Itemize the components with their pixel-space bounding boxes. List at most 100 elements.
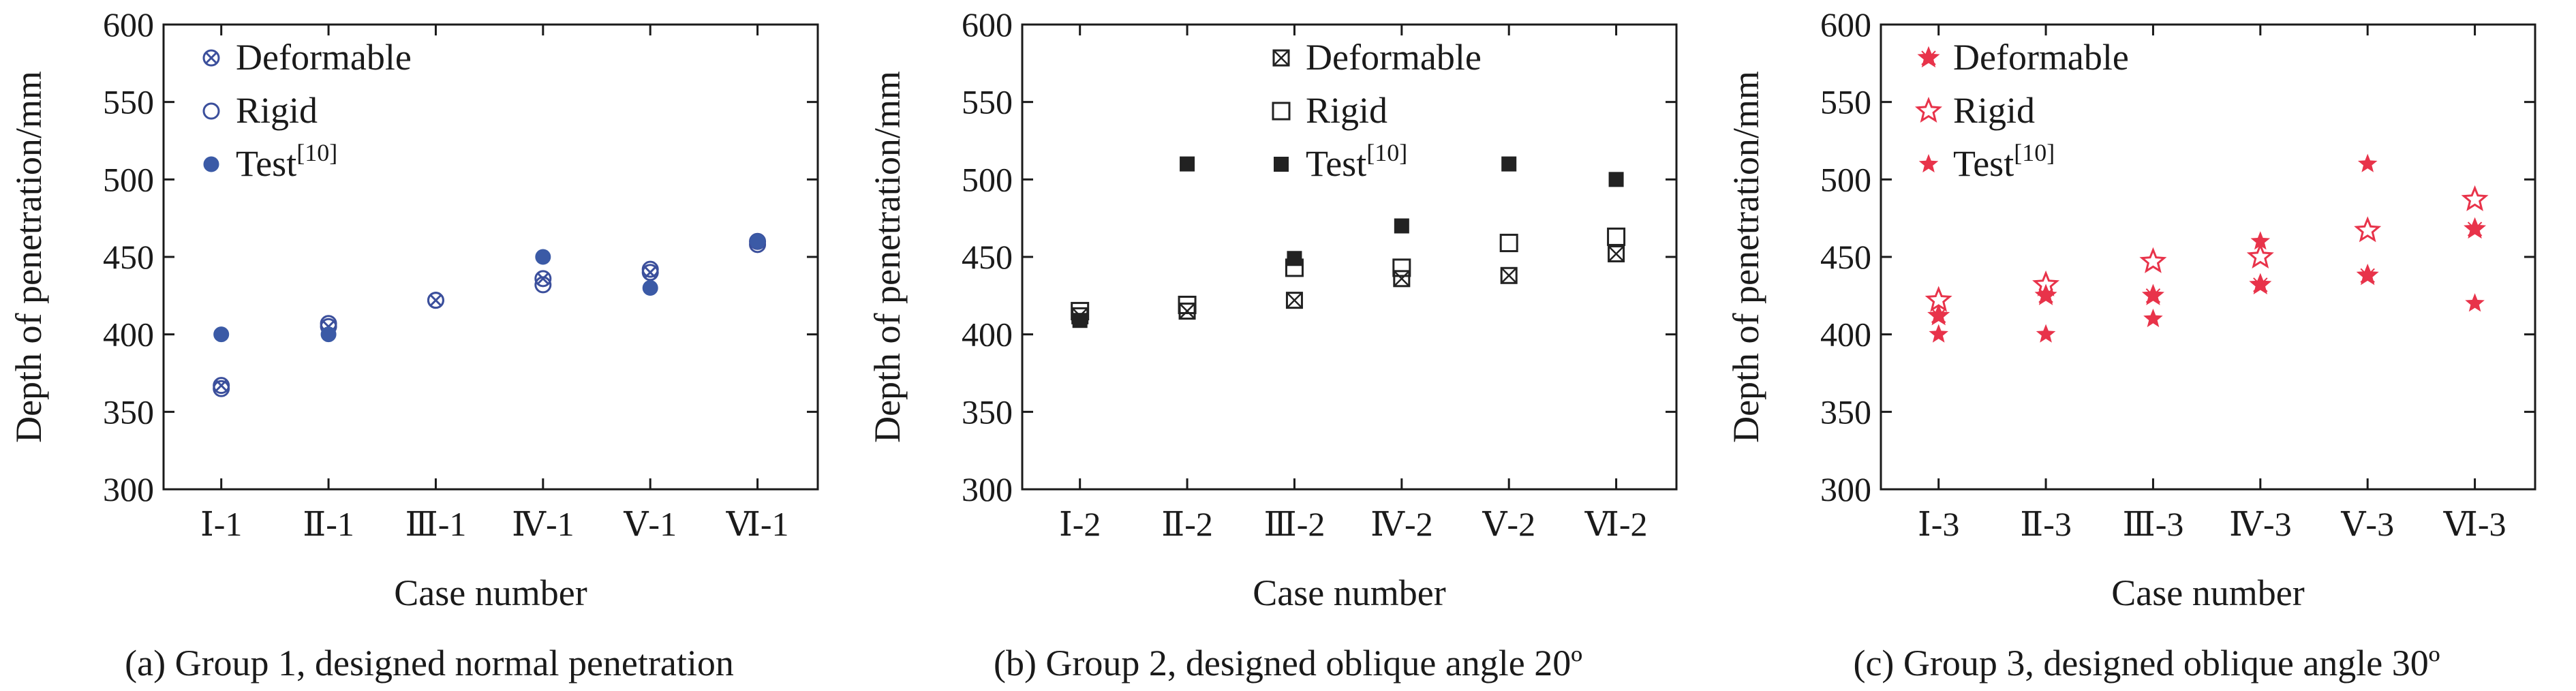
data-point-deformable [1285,292,1303,309]
data-point-deformable [2464,217,2487,239]
y-axis-label: Depth of penetration/mm [1726,71,1766,443]
y-tick-label: 550 [1820,83,1871,121]
data-point-deformable [2356,263,2379,286]
x-tick-label: Ⅵ-2 [1584,505,1648,543]
data-point-test [1501,156,1517,172]
y-tick-label: 350 [1820,393,1871,431]
chart-b-caption: (b) Group 2, designed oblique angle 20º [993,643,1583,684]
y-tick-label: 550 [103,83,154,121]
x-axis-label: Case number [394,572,587,613]
data-point-deformable [1393,270,1411,288]
legend-marker-test [1274,157,1289,172]
y-tick-label: 500 [962,160,1013,198]
legend-marker-rigid [202,102,220,120]
data-point-test [535,249,551,265]
data-point-deformable [1927,304,1950,326]
data-point-rigid [534,276,552,294]
chart-panel-a: 300 350 400 450 500 550 600 Ⅰ-1 Ⅱ-1 Ⅲ-1 Ⅳ-1 Ⅴ-1 Ⅵ-1 C… [0,0,859,691]
data-point-rigid [641,260,659,278]
data-point-rigid [2354,216,2382,243]
chart-panel-c: 300 350 400 450 500 550 600 Ⅰ-3 Ⅱ-3 Ⅲ-3 Ⅳ-3 Ⅴ-3 Ⅵ-3 C… [1717,0,2576,691]
y-tick-label: 550 [962,83,1013,121]
y-tick-label: 300 [1820,470,1871,508]
data-point-rigid [1392,258,1411,277]
legend-label-deformable: Deformable [236,37,412,78]
legend-label-rigid: Rigid [1306,90,1387,131]
legend-label-rigid: Rigid [1953,90,2035,131]
chart-a-svg: 300 350 400 450 500 550 600 Ⅰ-1 Ⅱ-1 Ⅲ-1 Ⅳ-1 Ⅴ-1 Ⅵ-1 C… [8,5,819,613]
x-tick-label: Ⅱ-3 [2020,505,2072,543]
data-point-test [2250,231,2271,250]
data-point-test [2357,153,2378,172]
legend-label-rigid: Rigid [236,90,318,131]
x-tick-label: Ⅵ-1 [726,505,789,543]
legend-marker-rigid [1272,102,1291,121]
data-point-rigid [2246,242,2274,268]
legend-label-test: Test[10] [1306,139,1407,184]
x-tick-label: Ⅴ-1 [623,505,677,543]
x-tick-label: Ⅰ-2 [1059,505,1101,543]
x-tick-label: Ⅴ-2 [1482,505,1535,543]
x-tick-label: Ⅳ-3 [2229,505,2292,543]
y-tick-label: 350 [962,393,1013,431]
data-point-test [750,233,766,249]
data-point-rigid [1499,234,1518,253]
data-point-test [1287,251,1302,266]
x-tick-label: Ⅰ-1 [200,505,242,543]
chart-c-caption: (c) Group 3, designed oblique angle 30º [1853,643,2440,684]
x-axis-label: Case number [2111,572,2304,613]
data-point-rigid [427,292,444,309]
data-point-test [2465,293,2485,312]
y-tick-label: 600 [1820,5,1871,44]
data-point-test [1608,172,1624,187]
data-point-deformable [2249,273,2272,294]
y-axis-label: Depth of penetration/mm [867,71,908,443]
y-tick-label: 400 [1820,316,1871,354]
x-tick-label: Ⅳ-1 [512,505,574,543]
data-point-test [1072,313,1088,328]
data-point-rigid [1178,295,1197,314]
y-tick-label: 300 [962,470,1013,508]
legend-marker-test [203,156,219,172]
data-point-test [642,279,658,296]
y-tick-label: 600 [103,5,154,44]
y-tick-label: 400 [103,316,154,354]
y-tick-label: 450 [962,238,1013,276]
y-axis-label: Depth of penetration/mm [8,71,49,443]
y-tick-label: 400 [962,316,1013,354]
data-point-test [320,326,337,343]
data-point-deformable [1178,303,1196,320]
x-tick-label: Ⅲ-3 [2123,505,2184,543]
data-point-rigid [2461,185,2489,211]
x-tick-label: Ⅵ-3 [2443,505,2506,543]
x-tick-label: Ⅴ-3 [2340,505,2394,543]
chart-a-caption: (a) Group 1, designed normal penetration [125,643,734,684]
x-tick-label: Ⅲ-2 [1264,505,1325,543]
data-point-test [1180,156,1195,172]
y-tick-label: 450 [103,238,154,276]
y-tick-label: 450 [1820,238,1871,276]
y-tick-label: 500 [103,160,154,198]
legend-marker-deformable [1917,46,1940,68]
x-tick-label: Ⅳ-2 [1370,505,1433,543]
y-tick-label: 500 [1820,160,1871,198]
data-point-deformable [2141,283,2164,305]
chart-b-svg: 300 350 400 450 500 550 600 Ⅰ-2 Ⅱ-2 Ⅲ-2 Ⅳ-2 Ⅴ-2 Ⅵ-2 C… [867,5,1678,613]
data-point-test [1929,324,1948,343]
data-point-deformable [1608,245,1625,262]
x-tick-label: Ⅱ-2 [1161,505,1213,543]
data-point-rigid [2139,247,2167,273]
data-point-deformable [534,270,552,288]
legend-marker-test [1918,154,1939,173]
legend-label-deformable: Deformable [1306,37,1482,78]
y-tick-label: 350 [103,393,154,431]
x-tick-label: Ⅱ-1 [303,505,354,543]
data-point-test [1394,218,1409,234]
legend-label-test: Test[10] [236,139,337,184]
data-point-rigid [213,380,230,397]
legend-label-test: Test[10] [1953,139,2055,184]
x-tick-label: Ⅰ-3 [1918,505,1959,543]
legend-marker-rigid [1915,96,1942,123]
data-point-deformable [1500,266,1518,284]
data-point-test [2036,324,2056,343]
